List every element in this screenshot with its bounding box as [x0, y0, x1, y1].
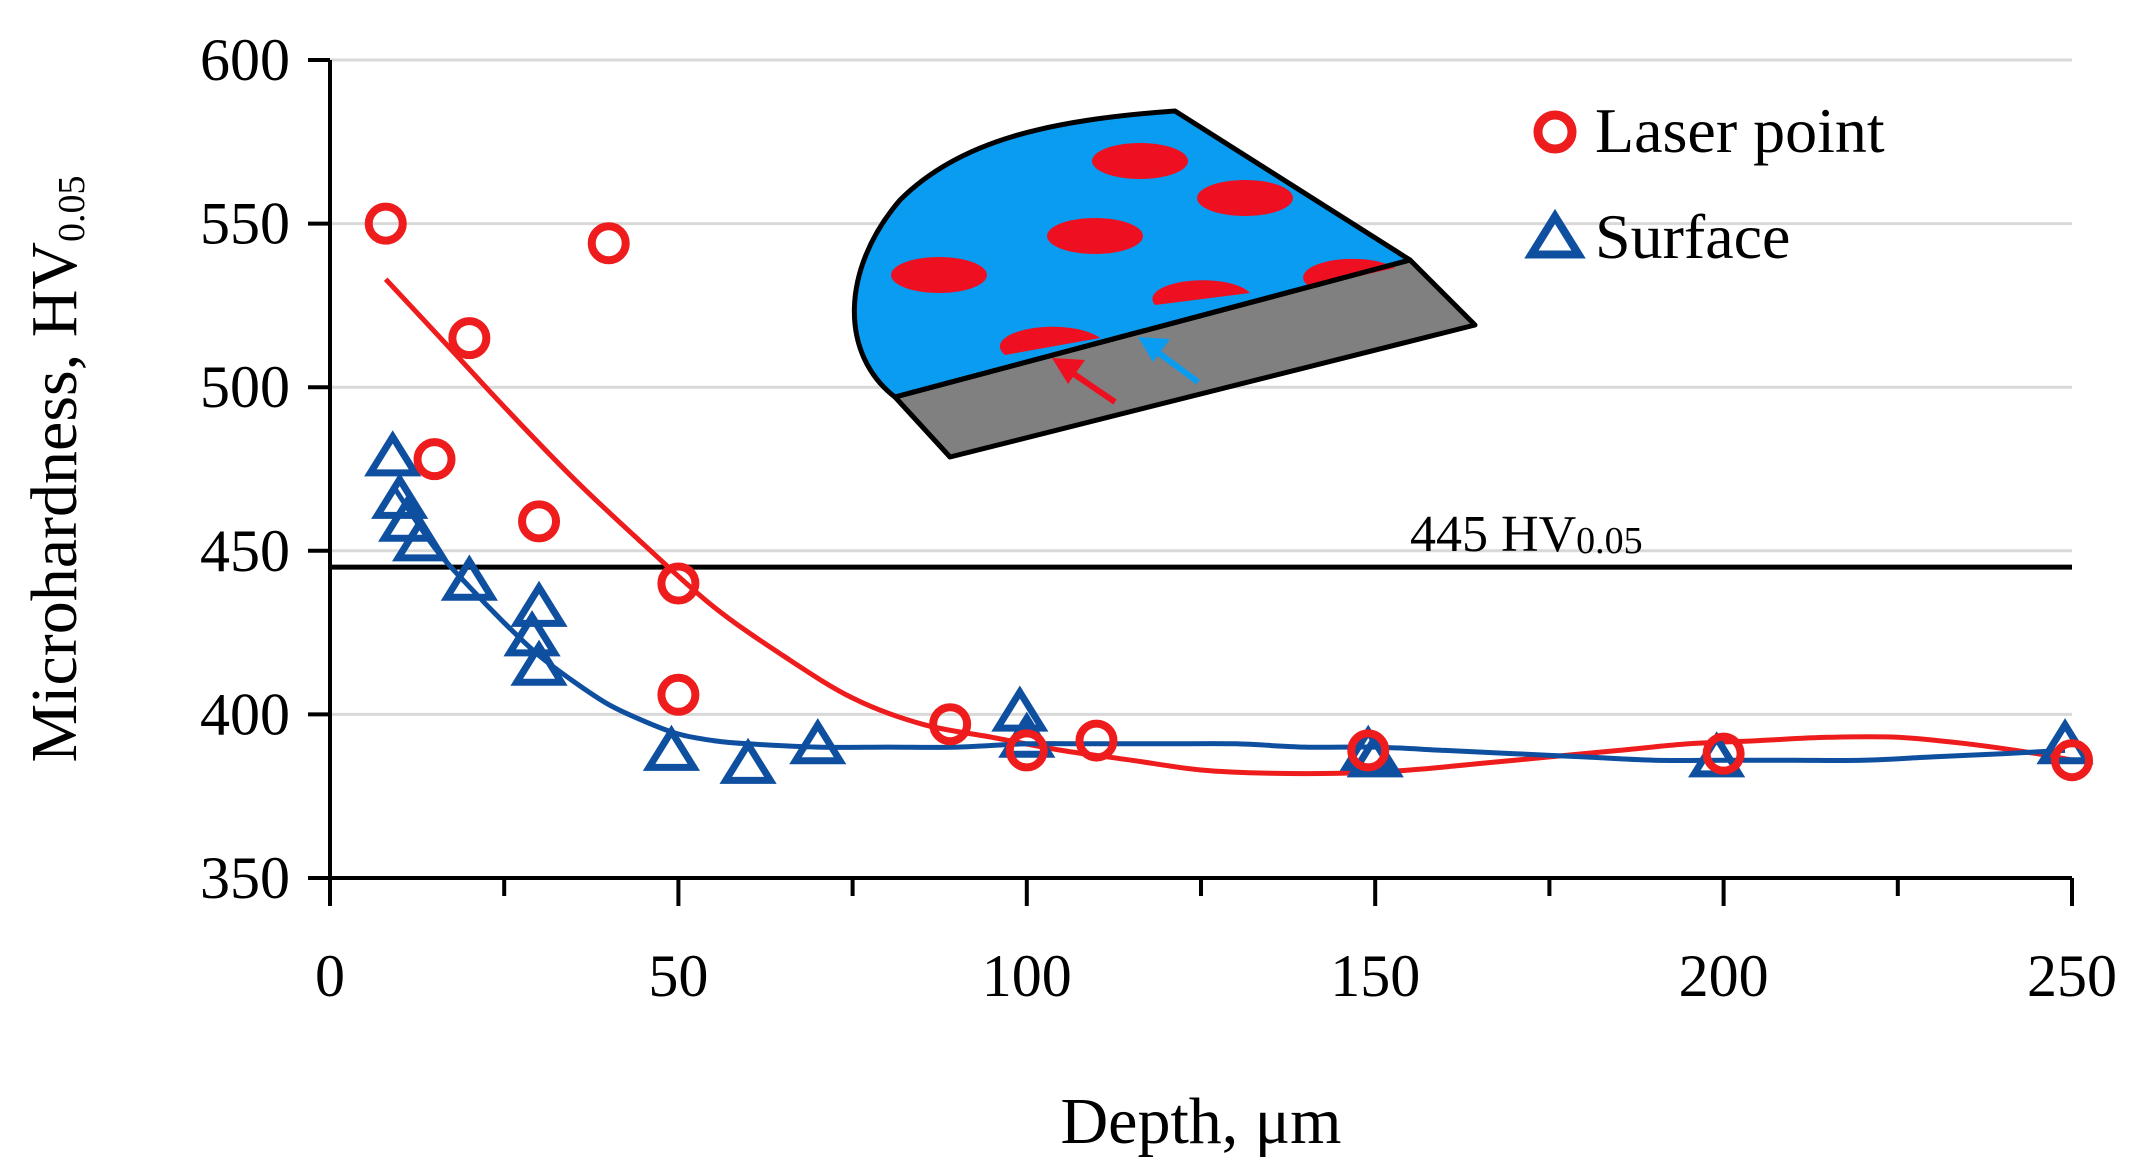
legend: Laser point Surface — [1524, 95, 1885, 272]
data-point-laser-5 — [657, 562, 700, 605]
y-tick-label-550: 550 — [200, 191, 290, 257]
y-tick-label-450: 450 — [200, 518, 290, 584]
reference-label-main: 445 HV — [1410, 506, 1576, 563]
x-tick-label-150: 150 — [1330, 943, 1420, 1009]
y-tick-label-600: 600 — [200, 27, 290, 93]
x-axis-title: Depth, μm — [1060, 1085, 1341, 1158]
data-point-laser-3 — [518, 500, 561, 543]
reference-label-sub: 0.05 — [1576, 520, 1643, 562]
legend-item-laser-point: Laser point — [1533, 95, 1885, 166]
data-point-laser-0 — [364, 202, 407, 245]
blue-arrow-icon — [1138, 337, 1200, 385]
fit-curve-surface — [390, 483, 2066, 763]
laser-spot-partial — [999, 326, 1100, 355]
legend-label-surface: Surface — [1595, 201, 1790, 272]
laser-spot-partial — [1152, 280, 1250, 305]
x-tick-label-100: 100 — [982, 943, 1072, 1009]
legend-label-laser-point: Laser point — [1595, 95, 1885, 166]
y-axis-title-sub: 0.05 — [51, 175, 93, 242]
fit-curve-laser-point — [383, 277, 2073, 777]
data-point-surface-8 — [642, 724, 701, 771]
y-axis-title: Microhardness, HV0.05 — [18, 175, 93, 762]
x-tick-label-50: 50 — [648, 943, 708, 1009]
y-tick-label-350: 350 — [200, 845, 290, 911]
inset-surface — [851, 108, 1413, 400]
y-tick-label-500: 500 — [200, 354, 290, 420]
data-point-laser-10 — [1347, 729, 1390, 772]
laser-spot — [1197, 180, 1293, 216]
axes — [308, 58, 2074, 906]
data-point-laser-1 — [413, 438, 456, 481]
x-tick-label-250: 250 — [2027, 943, 2117, 1009]
tick-labels: 350 400 450 500 550 600 0 50 100 150 200 250 — [200, 27, 2117, 1009]
red-arrow-icon — [1052, 358, 1117, 405]
data-point-laser-9 — [1075, 719, 1118, 762]
inset-laser-spots — [891, 143, 1395, 355]
data-point-surface-11 — [991, 685, 1049, 732]
y-axis-title-main: Microhardness, HV — [18, 242, 91, 763]
legend-marker-circle-icon — [1533, 110, 1577, 154]
data-point-surface-9 — [719, 737, 777, 784]
reference-line-label: 445 HV0.05 — [1410, 506, 1643, 563]
data-point-laser-6 — [657, 673, 700, 716]
inset-substrate-edge — [894, 257, 1411, 400]
x-tick-label-200: 200 — [1679, 943, 1769, 1009]
laser-spot — [891, 257, 987, 293]
laser-texture-inset-diagram — [851, 108, 1478, 460]
data-point-surface-4 — [440, 554, 498, 601]
laser-spot — [1092, 143, 1188, 179]
data-point-laser-8 — [1005, 729, 1048, 772]
reference-line-group: 445 HV0.05 — [330, 506, 2072, 570]
data-point-laser-7 — [929, 703, 972, 746]
data-markers — [364, 202, 2094, 784]
data-point-laser-12 — [2051, 739, 2093, 782]
legend-marker-triangle-icon — [1524, 208, 1586, 259]
legend-item-surface: Surface — [1524, 201, 1790, 272]
x-tick-label-0: 0 — [315, 943, 345, 1009]
data-point-laser-2 — [448, 317, 491, 360]
y-tick-label-400: 400 — [200, 681, 290, 747]
data-point-surface-6 — [510, 580, 568, 627]
data-point-surface-10 — [789, 718, 847, 765]
data-point-surface-3 — [391, 515, 450, 562]
data-point-surface-7 — [510, 639, 568, 686]
data-point-laser-11 — [1702, 732, 1745, 775]
data-point-laser-4 — [587, 222, 630, 265]
laser-spot — [1047, 218, 1143, 254]
data-point-surface-0 — [364, 430, 422, 477]
